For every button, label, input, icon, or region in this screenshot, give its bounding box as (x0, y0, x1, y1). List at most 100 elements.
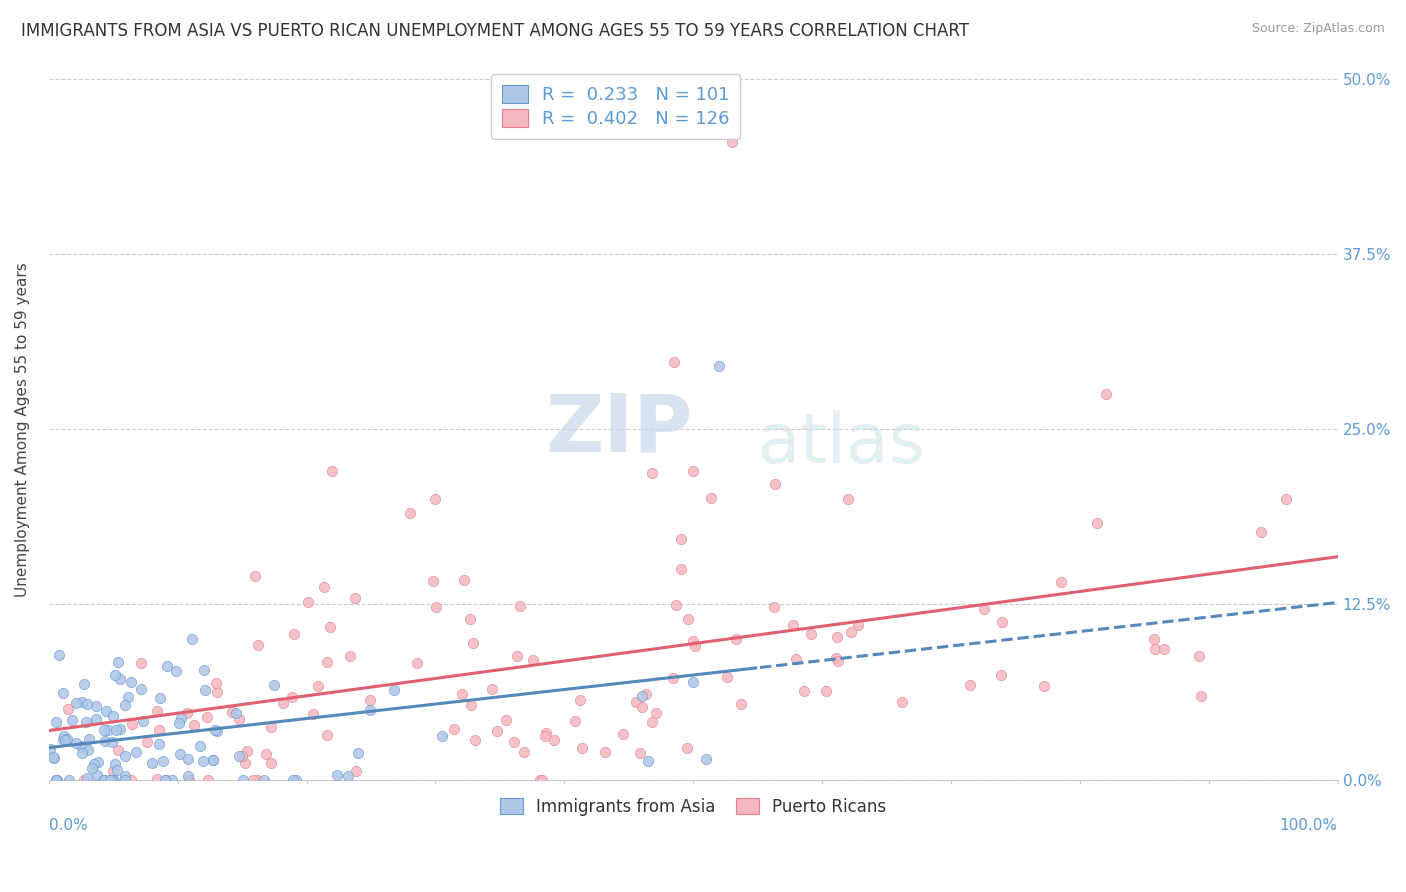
Point (114, 772, 136, 787)
Point (695, 751, 717, 765)
Point (177, 769, 200, 783)
Point (76, 772, 98, 786)
Point (319, 620, 342, 634)
Point (432, 729, 454, 743)
Point (281, 772, 304, 787)
Point (1191, 690, 1213, 704)
Point (815, 683, 838, 698)
Point (254, 747, 277, 761)
Point (271, 696, 294, 710)
Point (93, 772, 115, 787)
Point (398, 507, 420, 521)
Point (45, 772, 67, 787)
Point (671, 562, 693, 576)
Y-axis label: Unemployment Among Ages 55 to 59 years: Unemployment Among Ages 55 to 59 years (15, 262, 30, 597)
Point (194, 682, 217, 697)
Point (297, 595, 319, 609)
Point (595, 745, 617, 759)
Point (641, 714, 664, 729)
Point (253, 772, 276, 787)
Point (176, 706, 198, 721)
Point (259, 756, 281, 770)
Point (782, 617, 804, 632)
Point (630, 699, 652, 714)
Point (110, 672, 132, 686)
Point (221, 705, 243, 719)
Point (146, 704, 169, 718)
Legend: Immigrants from Asia, Puerto Ricans: Immigrants from Asia, Puerto Ricans (492, 789, 896, 824)
Point (283, 627, 305, 641)
Point (205, 723, 228, 738)
Point (662, 354, 685, 368)
Point (628, 747, 651, 761)
Point (522, 653, 544, 667)
Point (104, 757, 127, 772)
Point (105, 763, 128, 777)
Point (846, 618, 869, 632)
Point (114, 768, 136, 782)
Point (533, 729, 555, 743)
Point (201, 754, 224, 768)
Point (233, 756, 256, 770)
Point (160, 772, 183, 787)
Point (131, 682, 153, 697)
Point (571, 741, 593, 756)
Point (58, 702, 80, 716)
Point (165, 664, 187, 678)
Point (425, 600, 447, 615)
Point (824, 650, 846, 665)
Point (481, 682, 503, 697)
Point (107, 743, 129, 757)
Point (721, 135, 744, 149)
Point (48, 648, 70, 662)
Point (339, 648, 361, 663)
Point (146, 772, 169, 786)
Point (152, 754, 174, 768)
Point (301, 706, 323, 721)
Point (76, 698, 98, 712)
Point (630, 689, 652, 703)
Point (460, 698, 482, 713)
Point (503, 735, 526, 749)
Point (1250, 525, 1272, 540)
Point (135, 734, 157, 748)
Point (44, 751, 66, 765)
Point (52, 729, 75, 743)
Point (45, 772, 67, 787)
Point (1094, 387, 1116, 401)
Point (202, 753, 225, 767)
Point (676, 740, 699, 755)
Point (495, 713, 517, 727)
Point (529, 772, 551, 787)
Point (534, 725, 557, 739)
Point (344, 764, 367, 778)
Point (65, 696, 87, 710)
Point (132, 714, 155, 729)
Point (443, 722, 465, 736)
Point (70, 695, 93, 709)
Point (83, 756, 105, 771)
Point (180, 632, 202, 646)
Point (148, 723, 170, 737)
Point (506, 648, 529, 663)
Point (86, 768, 108, 782)
Point (825, 630, 848, 644)
Point (87, 755, 110, 769)
Point (513, 745, 536, 759)
Point (204, 676, 226, 690)
Point (104, 723, 127, 737)
Point (1049, 575, 1071, 590)
Point (101, 735, 124, 749)
Point (101, 764, 124, 778)
Point (486, 723, 509, 738)
Point (195, 710, 218, 724)
Point (260, 720, 283, 734)
Point (70, 746, 93, 760)
Point (103, 772, 125, 787)
Point (641, 467, 664, 481)
Point (326, 767, 349, 781)
Point (637, 755, 659, 769)
Point (170, 711, 193, 725)
Point (242, 772, 264, 787)
Point (121, 717, 143, 731)
